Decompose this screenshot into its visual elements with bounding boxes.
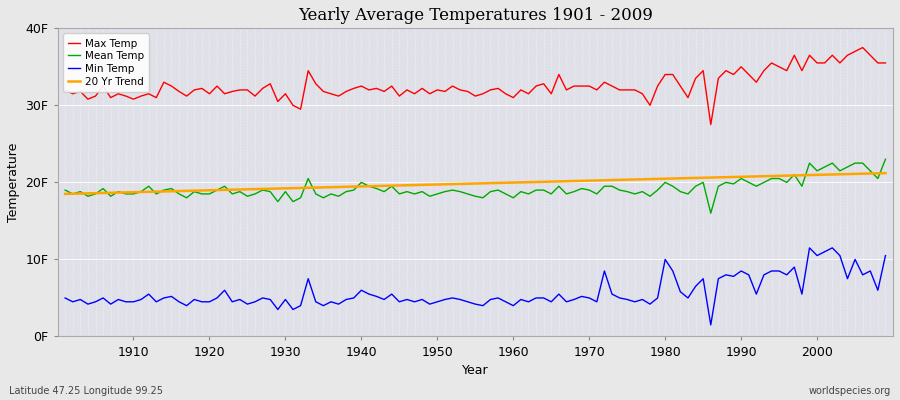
Mean Temp [121, 192, 131, 196]
Legend: Max Temp, Mean Temp, Min Temp, 20 Yr Trend: Max Temp, Mean Temp, Min Temp, 20 Yr Tre… [63, 34, 148, 92]
Title: Yearly Average Temperatures 1901 - 2009: Yearly Average Temperatures 1901 - 2009 [298, 7, 652, 24]
Min Temp [500, 300, 511, 304]
Mean Temp [59, 188, 70, 192]
X-axis label: Year: Year [462, 364, 489, 377]
Max Temp [706, 122, 716, 127]
Text: Latitude 47.25 Longitude 99.25: Latitude 47.25 Longitude 99.25 [9, 386, 163, 396]
Y-axis label: Temperature: Temperature [7, 143, 20, 222]
Min Temp [804, 246, 814, 250]
Line: Max Temp: Max Temp [65, 48, 886, 124]
Max Temp [288, 103, 299, 108]
Max Temp [508, 95, 518, 100]
Mean Temp [333, 194, 344, 199]
Min Temp [333, 302, 344, 306]
Mean Temp [880, 157, 891, 162]
Mean Temp [508, 195, 518, 200]
Min Temp [599, 268, 610, 273]
Max Temp [858, 45, 868, 50]
Min Temp [288, 307, 299, 312]
Text: worldspecies.org: worldspecies.org [809, 386, 891, 396]
Mean Temp [288, 199, 299, 204]
Max Temp [500, 91, 511, 96]
Line: Mean Temp: Mean Temp [65, 159, 886, 213]
Mean Temp [599, 184, 610, 189]
Max Temp [599, 80, 610, 85]
Min Temp [706, 322, 716, 327]
Max Temp [880, 60, 891, 65]
Mean Temp [706, 211, 716, 216]
Min Temp [121, 300, 131, 304]
Max Temp [121, 94, 131, 98]
Line: Min Temp: Min Temp [65, 248, 886, 325]
Min Temp [880, 253, 891, 258]
Max Temp [333, 94, 344, 98]
Min Temp [508, 303, 518, 308]
Max Temp [59, 88, 70, 92]
Min Temp [59, 296, 70, 300]
Mean Temp [500, 192, 511, 196]
